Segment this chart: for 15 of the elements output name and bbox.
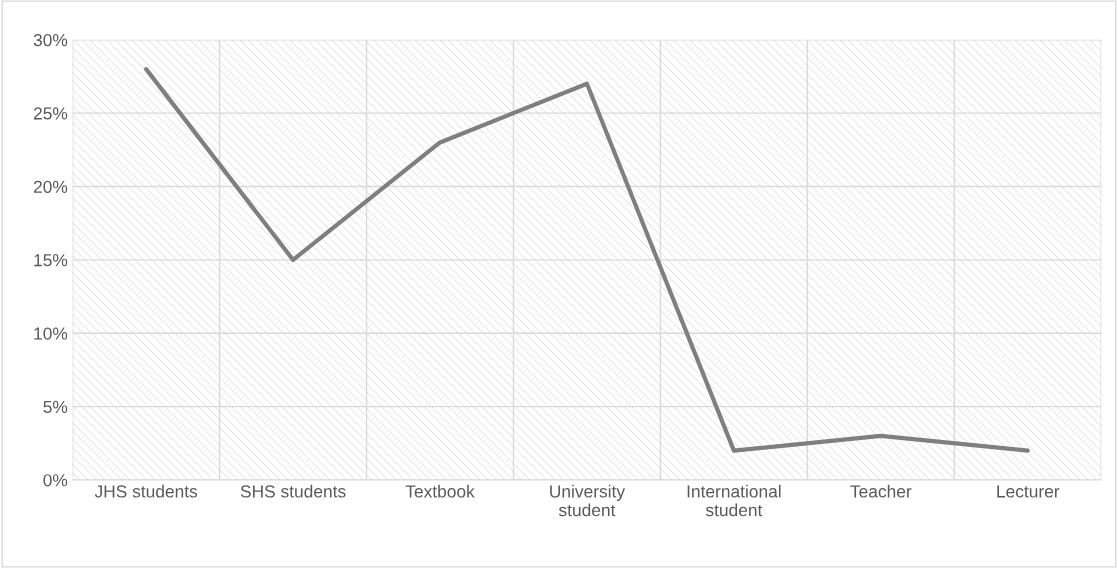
x-tick-label: Lecturer bbox=[997, 485, 1060, 498]
x-tick-label: JHS students bbox=[94, 484, 198, 498]
x-tick-label: International student bbox=[687, 484, 781, 517]
y-tick-label: 30% bbox=[33, 33, 68, 47]
y-tick-label: 5% bbox=[43, 400, 68, 414]
x-tick-label: University student bbox=[550, 484, 626, 517]
y-tick-label: 25% bbox=[33, 107, 68, 120]
x-tick-label: Textbook bbox=[405, 484, 475, 498]
x-tick-label: SHS students bbox=[240, 484, 346, 498]
y-tick-label: 15% bbox=[34, 254, 68, 267]
y-tick-label: 0% bbox=[43, 474, 68, 487]
x-tick-label: Teacher bbox=[850, 484, 912, 498]
line-series bbox=[144, 67, 1030, 453]
y-tick-label: 20% bbox=[33, 180, 68, 193]
y-tick-label: 10% bbox=[34, 327, 68, 340]
